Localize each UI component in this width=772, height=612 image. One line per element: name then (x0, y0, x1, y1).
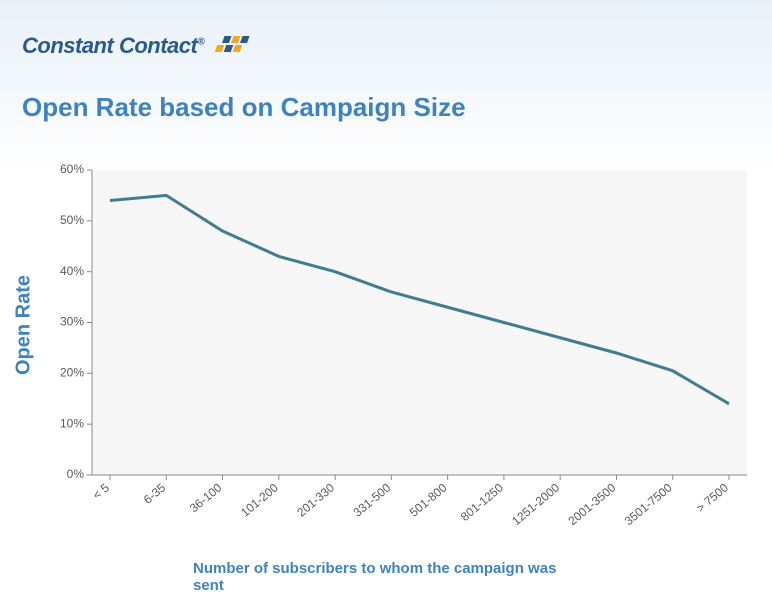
brand-swish-icon (212, 32, 256, 60)
brand-logo: Constant Contact® (22, 32, 256, 60)
x-tick-label: 6-35 (141, 480, 169, 506)
y-tick-label: 20% (60, 366, 84, 380)
y-tick-label: 0% (67, 467, 85, 481)
x-tick-label: 801-1250 (458, 480, 506, 524)
x-tick-label: 2001-3500 (565, 480, 618, 528)
chart-area: Open Rate 0%10%20%30%40%50%60%< 56-3536-… (32, 160, 752, 490)
x-tick-label: 101-200 (238, 480, 281, 519)
y-axis-label: Open Rate (13, 275, 36, 375)
y-tick-label: 30% (60, 315, 84, 329)
y-tick-label: 60% (60, 162, 84, 176)
x-tick-label: > 7500 (694, 480, 732, 515)
x-tick-label: 1251-2000 (509, 480, 562, 528)
x-tick-label: < 5 (90, 480, 112, 502)
x-tick-label: 201-330 (294, 480, 337, 519)
x-tick-label: 3501-7500 (622, 480, 675, 528)
chart-title: Open Rate based on Campaign Size (22, 92, 466, 123)
y-tick-label: 40% (60, 264, 84, 278)
y-tick-label: 10% (60, 416, 84, 430)
x-tick-label: 331-500 (351, 480, 394, 519)
line-chart: 0% 10% 20% 30% 40% 50% 60% < 5 6-35 36-100 101-200… (32, 160, 752, 540)
y-tick-label: 50% (60, 213, 84, 227)
x-tick-label: 36-100 (187, 480, 225, 515)
x-tick-label: 501-800 (407, 480, 450, 519)
x-axis-label: Number of subscribers to whom the campai… (193, 560, 579, 594)
brand-name: Constant Contact® (22, 33, 204, 59)
